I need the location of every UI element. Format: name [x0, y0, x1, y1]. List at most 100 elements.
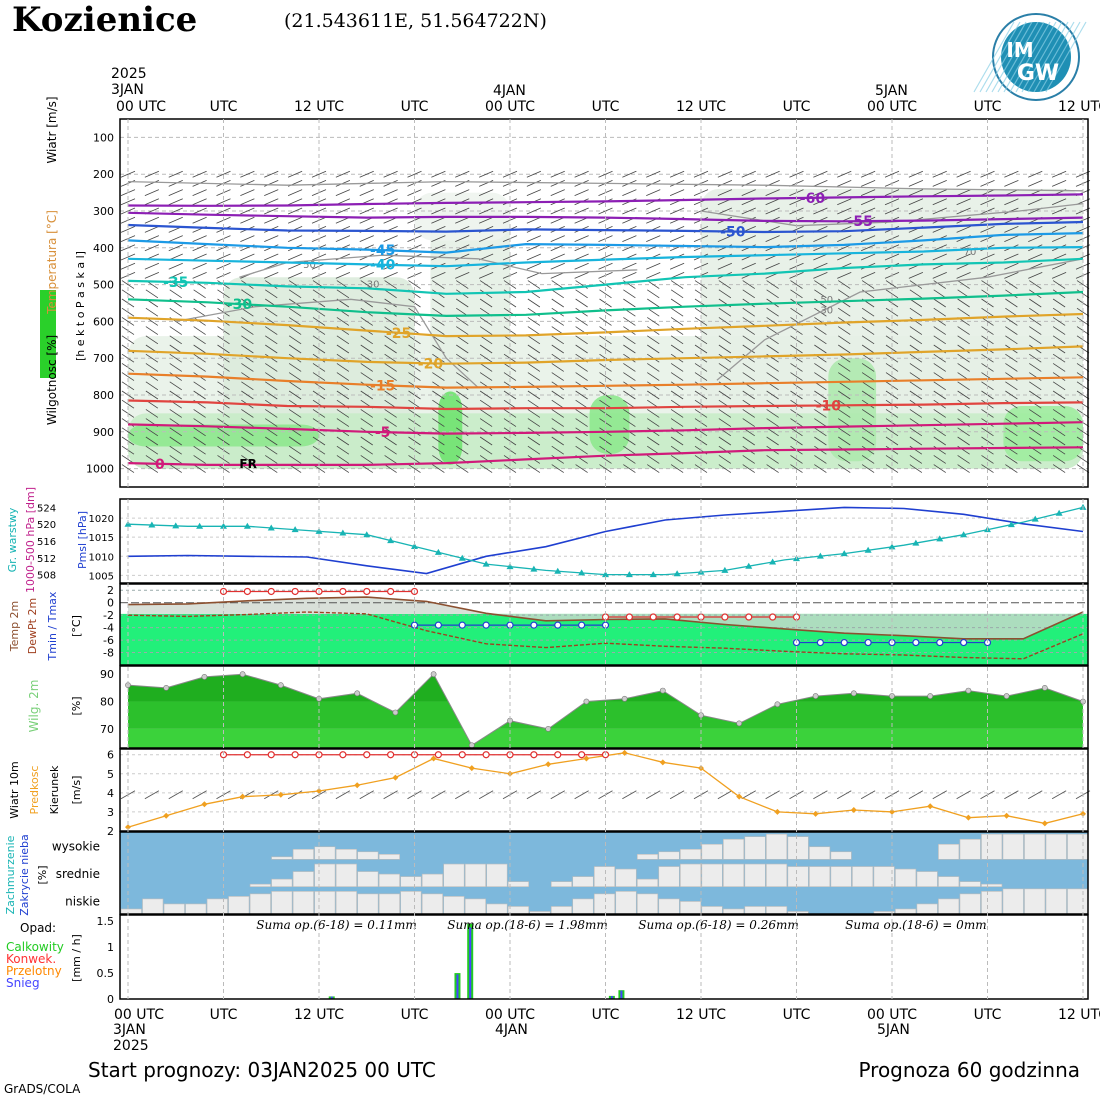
wind-barb — [456, 298, 469, 308]
wind-barb — [932, 198, 947, 206]
wind-barb — [742, 353, 755, 363]
wind-barb — [766, 436, 779, 446]
bottom-tick-label: UTC — [783, 1007, 811, 1023]
wind-barb — [551, 289, 564, 299]
wind-barb — [384, 298, 397, 308]
wind-barb — [1028, 262, 1043, 270]
wind-barb — [813, 207, 828, 215]
wind-barb — [718, 372, 732, 381]
wind-barb — [622, 235, 637, 242]
wind-barb — [789, 198, 804, 206]
wind-barb — [479, 363, 493, 372]
wind-barb — [909, 372, 923, 381]
wind-barb — [1029, 335, 1042, 345]
top-tick-label: 00 UTC — [485, 99, 535, 115]
wind-barb — [1029, 317, 1042, 326]
wind-barb — [288, 344, 302, 354]
wind-barb — [384, 344, 397, 354]
wind-barb — [1052, 353, 1066, 363]
temperature-tick-label: -2 — [103, 609, 114, 622]
bottom-tick-label: 12 UTC — [676, 1007, 726, 1023]
wind-barb — [1004, 180, 1019, 187]
wind-barb — [623, 298, 636, 308]
wind-barb — [1004, 262, 1019, 270]
wind-barb — [335, 189, 351, 196]
wind-barb — [121, 317, 135, 326]
cloud-cover-bar — [507, 881, 530, 887]
isotherm-line — [127, 232, 1084, 254]
wind-barb — [145, 353, 159, 363]
wind-barb — [287, 216, 303, 224]
wind-barb — [432, 418, 445, 427]
wind-barb — [384, 445, 397, 455]
logo-stripe — [1039, 21, 1081, 93]
wind-barb — [551, 298, 564, 308]
pressure-tick-label: 1010 — [89, 552, 114, 563]
wind-barb — [527, 409, 541, 418]
wind-barb — [1004, 253, 1019, 261]
cloud-cover-bar — [120, 908, 142, 915]
thickness-marker — [912, 539, 920, 546]
wind-barb — [838, 409, 851, 418]
cloud-cover-bar — [464, 898, 486, 915]
wind-barb — [169, 445, 182, 455]
wind-barb — [1005, 298, 1018, 308]
precip-legend-entry: Snieg — [6, 976, 40, 990]
thickness-marker — [434, 548, 442, 555]
wind-barb — [193, 289, 206, 299]
thickness-marker — [721, 566, 729, 573]
wind-barb — [717, 180, 733, 187]
wind-barb — [956, 180, 971, 187]
wind-barb — [957, 335, 970, 345]
logo-stripe — [1015, 21, 1057, 93]
wind-barb — [909, 298, 923, 308]
thickness-marker — [1055, 509, 1063, 516]
wind-barb — [288, 390, 302, 400]
cloud-axis-label: Zachmurzenie — [4, 835, 17, 914]
logo-stripe — [997, 21, 1039, 93]
wind-barb — [360, 353, 373, 363]
cloud-cover-bar — [314, 846, 336, 860]
wind-barb — [287, 207, 303, 215]
cloud-cover-bar — [658, 866, 680, 887]
wind-barb — [431, 170, 446, 178]
wind-barb — [742, 307, 755, 317]
wind-barb — [718, 390, 732, 400]
wind-barb — [814, 280, 827, 289]
wind-barb — [456, 335, 469, 345]
tmax-marker — [363, 587, 371, 596]
wind-barb — [169, 335, 182, 345]
wind-barb — [860, 235, 876, 242]
tmax-marker — [267, 587, 275, 596]
wind-barb — [193, 445, 206, 455]
wind-barb — [432, 390, 445, 400]
wind-barb — [1028, 226, 1043, 233]
wind-direction-barb — [932, 790, 947, 800]
wind-barb — [384, 464, 397, 473]
precip-tick-label: 0.5 — [97, 967, 115, 980]
wind-speed-marker — [239, 793, 246, 800]
thickness-marker — [267, 524, 275, 531]
temperature-tick-label: 2 — [107, 584, 114, 597]
wind-barb — [121, 464, 135, 473]
wind-barb — [670, 409, 684, 418]
wind-barb — [216, 198, 231, 206]
wind-barb — [909, 353, 923, 363]
temperature-tick-label: -6 — [103, 634, 114, 647]
wind-barb — [336, 289, 350, 299]
cloud-cover-bar — [852, 866, 874, 887]
wind-barb — [431, 216, 446, 224]
tmax-marker — [769, 613, 777, 621]
wind-barb — [265, 335, 278, 345]
snow-bar — [620, 990, 623, 999]
wind-barb — [980, 226, 995, 233]
thickness-marker — [172, 522, 180, 529]
wind-barb — [526, 180, 542, 187]
wind-barb — [145, 326, 159, 335]
wind-barb — [503, 372, 517, 381]
wind-barb — [168, 235, 183, 242]
wind-barb — [813, 235, 828, 242]
cloud-cover-bar — [400, 876, 422, 887]
tmax-marker — [745, 613, 753, 621]
wind-barb — [933, 289, 946, 299]
